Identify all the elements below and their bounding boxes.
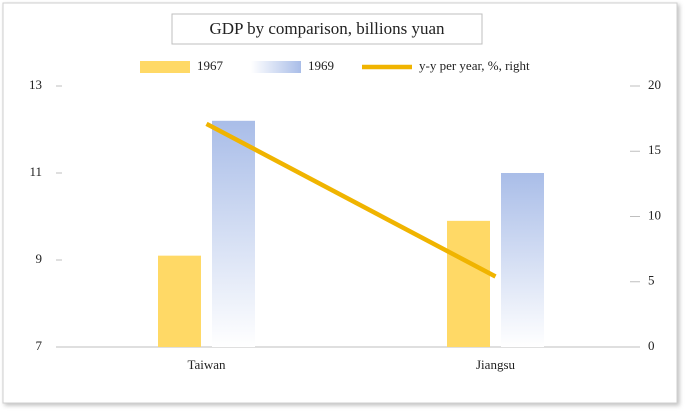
legend-swatch: [140, 61, 190, 73]
y2-tick-label: 15: [648, 142, 661, 157]
legend-swatch: [251, 61, 301, 73]
y-tick-label: 13: [29, 77, 42, 92]
x-tick-label: Taiwan: [187, 357, 226, 372]
y2-tick-label: 0: [648, 338, 655, 353]
title-box: [171, 13, 483, 45]
y-tick-label: 7: [36, 338, 43, 353]
legend-label: 1967: [197, 58, 224, 73]
bar: [447, 220, 490, 347]
y2-tick-label: 5: [648, 273, 655, 288]
legend-label: 1969: [308, 58, 334, 73]
legend-label: y-y per year, %, right: [419, 58, 530, 73]
y-tick-label: 11: [29, 164, 42, 179]
bar: [501, 173, 544, 347]
y2-tick-label: 10: [648, 207, 661, 222]
frame: [2, 2, 678, 404]
bar: [212, 120, 255, 347]
y2-tick-label: 20: [648, 77, 661, 92]
y-tick-label: 9: [36, 251, 43, 266]
chart-title: GDP by comparison, billions yuan: [210, 19, 445, 38]
line-series: [205, 121, 497, 279]
x-tick-label: Jiangsu: [476, 357, 516, 372]
bar: [158, 255, 201, 347]
